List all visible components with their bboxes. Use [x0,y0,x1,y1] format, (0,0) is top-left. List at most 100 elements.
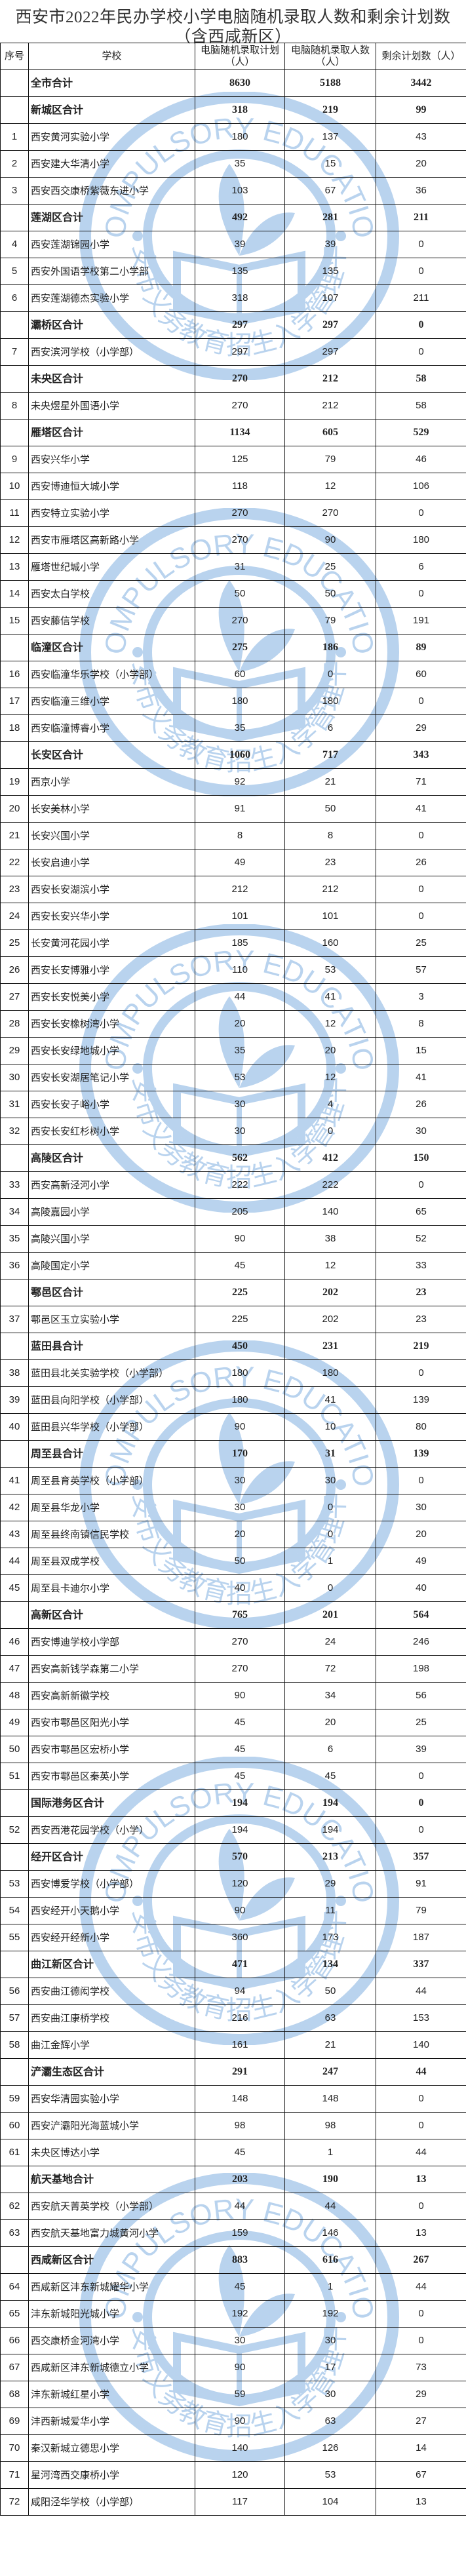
row-school: 西安黄河实验小学 [28,123,195,151]
row-seq: 53 [0,1870,29,1898]
table-row: 55 西安经开经新小学 360 173 187 [0,1924,466,1951]
row-seq: 33 [0,1171,29,1199]
row-school: 新城区合计 [28,96,195,124]
row-seq [0,1144,29,1172]
table-row: 32 西安长安红杉树小学 30 0 30 [0,1118,466,1145]
row-admitted: 44 [284,2193,376,2220]
row-school: 西安经开小天鹅小学 [28,1897,195,1924]
row-plan: 270 [195,365,285,393]
row-admitted: 45 [284,1763,376,1790]
row-seq: 7 [0,338,29,366]
row-remaining: 3 [376,983,466,1011]
row-remaining: 30 [376,1118,466,1145]
row-admitted: 24 [284,1628,376,1656]
table-row: 1 西安黄河实验小学 180 137 43 [0,123,466,151]
table-row: 51 西安市鄠邑区秦英小学 45 45 0 [0,1763,466,1790]
row-remaining: 139 [376,1440,466,1468]
row-plan: 120 [195,2461,285,2489]
row-seq: 47 [0,1655,29,1683]
row-plan: 45 [195,1709,285,1736]
row-admitted: 31 [284,1440,376,1468]
row-school: 蓝田县兴华学校（小学部） [28,1413,195,1441]
row-seq: 32 [0,1118,29,1145]
row-remaining: 67 [376,2461,466,2489]
row-plan: 180 [195,688,285,715]
row-remaining: 0 [376,580,466,608]
row-remaining: 39 [376,1736,466,1763]
row-admitted: 98 [284,2112,376,2139]
row-seq: 4 [0,231,29,258]
row-remaining: 0 [376,1171,466,1199]
row-school: 高陵区合计 [28,1144,195,1172]
subtotal-row: 临潼区合计 275 186 89 [0,634,466,661]
row-school: 西安特立实验小学 [28,499,195,527]
row-seq: 48 [0,1682,29,1709]
row-school: 长安美林小学 [28,795,195,823]
table-row: 53 西安博爱学校（小学部） 120 29 91 [0,1870,466,1898]
header-remaining: 剩余计划数（人） [376,43,466,70]
row-seq: 3 [0,177,29,205]
row-admitted: 281 [284,204,376,231]
row-remaining: 36 [376,177,466,205]
table-row: 5 西安外国语学校第二小学部 135 135 0 [0,258,466,285]
row-school: 西安藤信学校 [28,607,195,634]
row-school: 雁塔区合计 [28,419,195,446]
table-row: 54 西安经开小天鹅小学 90 11 79 [0,1897,466,1924]
row-plan: 45 [195,2273,285,2301]
row-school: 西安长安橡树湾小学 [28,1010,195,1038]
row-school: 曲江金辉小学 [28,2031,195,2059]
row-admitted: 50 [284,795,376,823]
row-remaining: 30 [376,1494,466,1521]
row-remaining: 60 [376,661,466,688]
row-remaining: 73 [376,2354,466,2381]
row-remaining: 13 [376,2488,466,2516]
row-plan: 270 [195,499,285,527]
row-school: 西安市雁塔区高新路小学 [28,526,195,554]
row-remaining: 6 [376,553,466,581]
row-admitted: 137 [284,123,376,151]
row-admitted: 605 [284,419,376,446]
row-school: 西安长安红杉树小学 [28,1118,195,1145]
row-plan: 1060 [195,741,285,769]
row-seq [0,1440,29,1468]
table-row: 42 周至县华龙小学 30 0 30 [0,1494,466,1521]
row-school: 高新区合计 [28,1601,195,1629]
row-remaining: 0 [376,2300,466,2328]
row-plan: 30 [195,2327,285,2354]
table-row: 40 蓝田县兴华学校（小学部） 90 10 80 [0,1413,466,1441]
row-school: 西安博爱学校（小学部） [28,1870,195,1898]
row-plan: 205 [195,1198,285,1226]
row-school: 西安长安湖滨小学 [28,876,195,903]
table-row: 56 西安曲江德闳学校 94 50 44 [0,1978,466,2005]
row-plan: 225 [195,1306,285,1333]
row-seq: 34 [0,1198,29,1226]
row-admitted: 192 [284,2300,376,2328]
row-seq: 29 [0,1037,29,1064]
table-row: 49 西安市鄠邑区阳光小学 45 20 25 [0,1709,466,1736]
table-header-row: 序号 学校 电脑随机录取计划（人） 电脑随机录取人数（人） 剩余计划数（人） [0,43,466,70]
row-seq: 5 [0,258,29,285]
row-seq: 69 [0,2408,29,2435]
row-admitted: 134 [284,1951,376,1978]
table-row: 28 西安长安橡树湾小学 20 12 8 [0,1010,466,1038]
row-school: 西安航天基地富力城黄河小学 [28,2219,195,2247]
row-school: 西安博迪恒大城小学 [28,473,195,500]
row-remaining: 44 [376,2273,466,2301]
row-remaining: 357 [376,1843,466,1871]
row-school: 莲湖区合计 [28,204,195,231]
subtotal-row: 长安区合计 1060 717 343 [0,741,466,769]
row-plan: 125 [195,446,285,473]
table-row: 12 西安市雁塔区高新路小学 270 90 180 [0,526,466,554]
table-row: 38 蓝田县北关实验学校（小学部） 180 180 0 [0,1359,466,1387]
table-row: 10 西安博迪恒大城小学 118 12 106 [0,473,466,500]
row-plan: 180 [195,123,285,151]
row-admitted: 297 [284,338,376,366]
row-admitted: 213 [284,1843,376,1871]
row-seq [0,2166,29,2193]
subtotal-row: 灞桥区合计 297 297 0 [0,311,466,339]
row-plan: 35 [195,150,285,178]
row-admitted: 34 [284,1682,376,1709]
row-remaining: 33 [376,1252,466,1279]
row-admitted: 50 [284,580,376,608]
row-admitted: 63 [284,2004,376,2032]
